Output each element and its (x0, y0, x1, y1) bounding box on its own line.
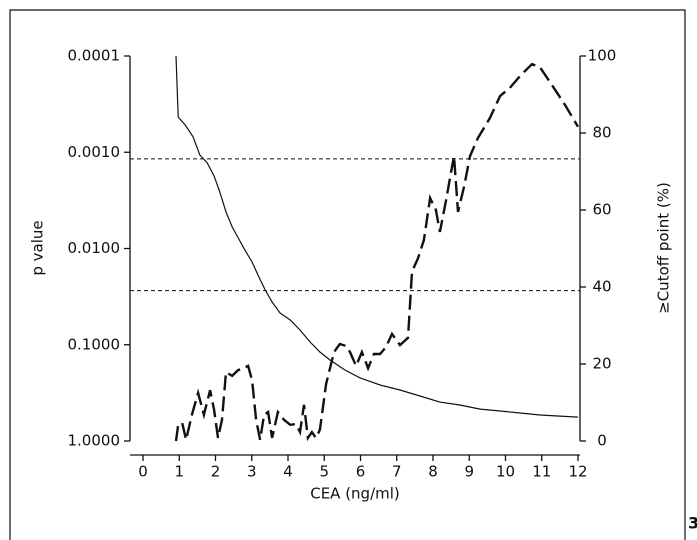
x-tick-label: 12 (568, 463, 587, 481)
x-tick-label: 4 (283, 463, 293, 481)
panel-label: 3 (688, 514, 697, 533)
x-tick-label: 7 (392, 463, 402, 481)
figure-frame (9, 9, 686, 540)
y-tick-label: 0.0010 (68, 143, 121, 161)
data-line (174, 62, 580, 442)
y-tick-label: 0.0001 (68, 47, 121, 65)
y2-tick-label: 60 (592, 201, 611, 219)
y2-tick-label: 100 (588, 47, 617, 65)
x-tick-label: 3 (247, 463, 257, 481)
x-tick-label: 5 (319, 463, 329, 481)
x-tick-label: 9 (464, 463, 474, 481)
x-tick-label: 11 (532, 463, 551, 481)
y2-tick-label: 80 (592, 124, 611, 142)
x-axis-label: CEA (ng/ml) (310, 485, 400, 503)
y2-tick-label: 20 (592, 355, 611, 373)
y-tick-label: 0.1000 (68, 335, 121, 353)
x-tick-label: 6 (356, 463, 366, 481)
y-tick-label: 0.0100 (68, 239, 121, 257)
y2-tick-label: 40 (592, 278, 611, 296)
x-tick-label: 2 (211, 463, 221, 481)
y2-tick-label: 0 (597, 432, 607, 450)
data-line (175, 55, 579, 418)
x-tick-label: 0 (138, 463, 148, 481)
y-axis-label: p value (29, 220, 47, 275)
y2-axis-label: ≥Cutoff point (%) (655, 182, 673, 314)
y-tick-label: 1.0000 (68, 432, 121, 450)
x-tick-label: 1 (174, 463, 184, 481)
x-tick-label: 10 (496, 463, 515, 481)
x-tick-label: 8 (428, 463, 438, 481)
